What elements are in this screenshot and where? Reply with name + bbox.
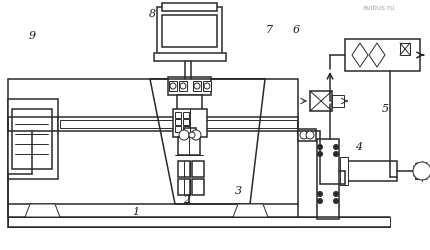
Bar (162, 16, 217, 48)
Text: 1: 1 (132, 206, 139, 216)
Bar (198, 118, 298, 132)
Circle shape (194, 84, 200, 90)
Circle shape (300, 132, 308, 140)
Text: 8: 8 (149, 9, 156, 19)
Bar (184, 128, 196, 142)
Text: 5: 5 (381, 104, 388, 114)
Bar (154, 54, 226, 62)
Bar (169, 82, 177, 92)
Bar (183, 112, 189, 118)
Polygon shape (352, 44, 368, 68)
Bar (183, 120, 189, 126)
Bar (178, 161, 190, 177)
Bar (192, 179, 204, 195)
Bar (12, 110, 52, 169)
Bar (332, 96, 344, 108)
Bar (178, 179, 190, 195)
Bar (8, 217, 390, 227)
Text: 6: 6 (293, 25, 300, 35)
Bar (203, 82, 211, 92)
Bar (345, 40, 420, 72)
Bar (60, 120, 178, 128)
Text: 9: 9 (29, 31, 36, 41)
Text: 2: 2 (184, 194, 190, 204)
Polygon shape (369, 44, 385, 68)
Bar (200, 120, 297, 128)
Circle shape (317, 152, 322, 157)
Bar (8, 100, 58, 179)
Bar (415, 163, 423, 179)
Bar (193, 82, 201, 92)
Circle shape (191, 130, 201, 140)
Circle shape (317, 192, 322, 197)
Bar (310, 92, 332, 112)
Circle shape (179, 130, 189, 140)
Bar (175, 112, 181, 118)
Polygon shape (150, 80, 265, 204)
Circle shape (334, 145, 338, 150)
Bar (168, 78, 211, 96)
Bar (177, 96, 202, 116)
Circle shape (334, 192, 338, 197)
Circle shape (204, 84, 210, 90)
Bar (317, 140, 339, 219)
Bar (8, 80, 298, 227)
Bar (345, 161, 397, 181)
Bar (175, 126, 181, 132)
Circle shape (189, 132, 195, 138)
Text: 7: 7 (265, 25, 272, 35)
Circle shape (180, 84, 186, 90)
Text: 4: 4 (356, 141, 362, 151)
Bar (173, 110, 207, 138)
Bar (179, 82, 187, 92)
Circle shape (334, 152, 338, 157)
Bar (183, 126, 189, 132)
Circle shape (317, 145, 322, 150)
Circle shape (317, 199, 322, 204)
Circle shape (170, 84, 176, 90)
Bar (340, 157, 348, 185)
Text: avibus.ru: avibus.ru (362, 4, 395, 10)
Circle shape (334, 199, 338, 204)
Circle shape (413, 162, 430, 180)
Bar (400, 44, 410, 56)
Circle shape (306, 132, 314, 140)
Bar (175, 120, 181, 126)
Bar (178, 138, 200, 156)
Bar (157, 8, 222, 56)
Bar (162, 4, 217, 12)
Bar (192, 161, 204, 177)
Bar (58, 118, 180, 132)
Bar (298, 130, 316, 141)
Text: 3: 3 (235, 185, 242, 195)
Polygon shape (233, 204, 268, 217)
Polygon shape (25, 204, 60, 217)
